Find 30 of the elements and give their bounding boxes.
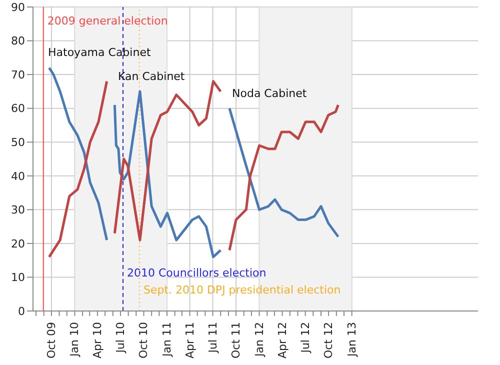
y-tick-label: 50 bbox=[11, 136, 25, 150]
x-tick-label: Apr 11 bbox=[183, 322, 196, 359]
x-tick-label: Jan 12 bbox=[252, 322, 266, 358]
y-tick-label: 80 bbox=[11, 34, 25, 48]
x-tick-label: Oct 09 bbox=[44, 322, 58, 359]
x-tick-label: Oct 11 bbox=[230, 322, 243, 359]
ref-line-label: Sept. 2010 DPJ presidential election bbox=[143, 284, 341, 296]
annotation: Kan Cabinet bbox=[118, 70, 185, 83]
y-tick-label: 60 bbox=[11, 102, 25, 116]
annotation: Noda Cabinet bbox=[232, 87, 307, 100]
y-tick-label: 0 bbox=[18, 304, 25, 318]
x-tick-label: Jul 11 bbox=[206, 322, 220, 354]
x-tick-label: Apr 12 bbox=[276, 322, 289, 359]
y-tick-label: 40 bbox=[11, 170, 25, 183]
y-tick-label: 10 bbox=[11, 271, 25, 284]
ref-line-label: 2009 general election bbox=[47, 14, 168, 28]
x-tick-label: Jan 11 bbox=[160, 322, 174, 358]
ref-line-label: 2010 Councillors election bbox=[127, 266, 266, 280]
y-tick-label: 90 bbox=[11, 0, 25, 14]
annotation: Hatoyama Cabinet bbox=[48, 46, 151, 59]
x-tick-label: Oct 12 bbox=[322, 322, 336, 359]
y-tick-label: 20 bbox=[11, 237, 25, 250]
x-tick-label: Apr 10 bbox=[90, 322, 104, 359]
y-tick-label: 70 bbox=[11, 68, 25, 82]
x-tick-label: Jul 10 bbox=[114, 322, 127, 354]
x-tick-label: Jan 10 bbox=[68, 322, 82, 358]
x-tick-label: Jul 12 bbox=[298, 322, 312, 354]
x-tick-label: Jan 13 bbox=[345, 322, 358, 358]
y-tick-label: 30 bbox=[11, 204, 25, 217]
x-tick-label: Oct 10 bbox=[137, 322, 150, 359]
